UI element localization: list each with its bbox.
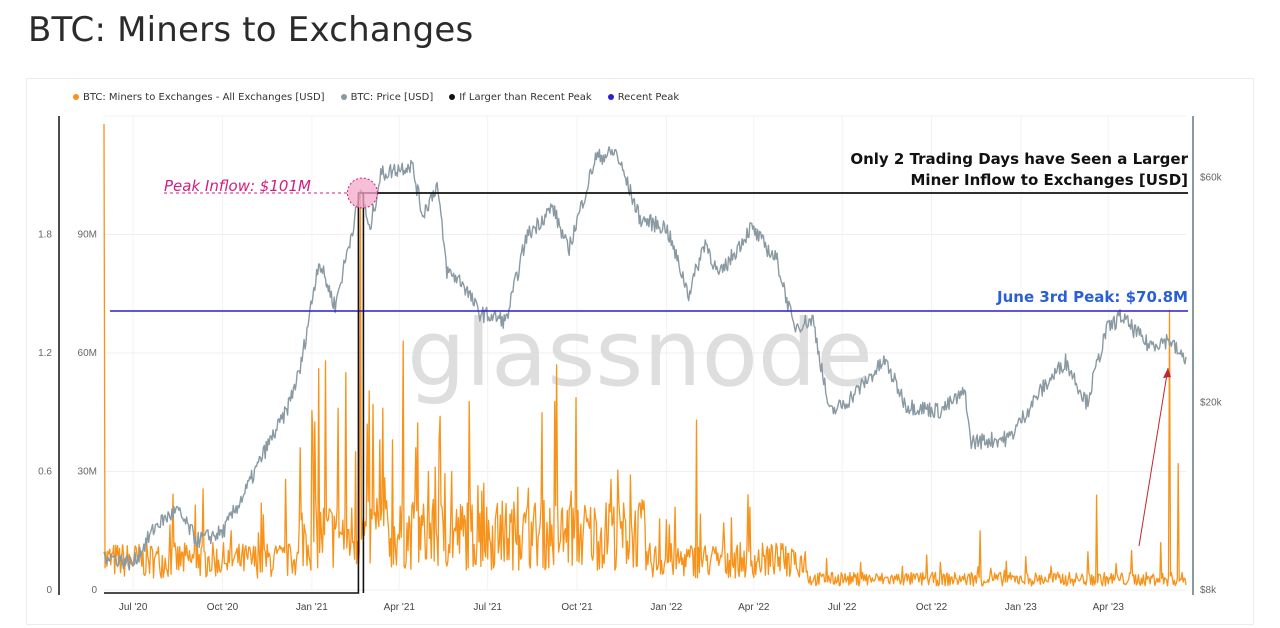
june-peak-label: June 3rd Peak: $70.8M: [996, 288, 1188, 306]
grid-lines: [104, 115, 1186, 591]
right-axis: $8k $20k $60k: [1192, 116, 1223, 596]
ratio-tick-label: 1.2: [38, 348, 52, 359]
annotation-overlays: [104, 177, 1188, 594]
usd-tick-label: 90M: [78, 230, 97, 241]
peak-inflow-label: Peak Inflow: $101M: [164, 177, 311, 195]
left-axis: 0 0.6 1.2 1.8 0 30M 60M 90M: [38, 116, 97, 596]
price-series: [103, 146, 1187, 571]
x-tick-label: Oct '21: [561, 602, 593, 613]
usd-tick-label: 60M: [78, 348, 97, 359]
usd-tick-label: 30M: [78, 467, 97, 478]
ratio-tick-label: 0.6: [38, 467, 52, 478]
legend-dot-grey-icon: [340, 94, 347, 100]
legend-dot-black-icon: [449, 94, 456, 100]
legend-label: Recent Peak: [617, 91, 680, 103]
chart-legend: BTC: Miners to Exchanges - All Exchanges…: [73, 90, 679, 104]
x-tick-label: Apr '23: [1093, 602, 1125, 613]
x-tick-label: Jul '22: [828, 602, 857, 613]
june-peak-arrowhead-icon: [1163, 368, 1171, 378]
x-tick-label: Jan '21: [296, 602, 328, 613]
price-tick-label: $60k: [1200, 173, 1223, 184]
ratio-tick-label: 0: [46, 585, 52, 596]
ratio-tick-label: 1.8: [38, 230, 52, 241]
legend-item-price[interactable]: BTC: Price [USD]: [340, 90, 434, 104]
legend-item-larger-than-peak[interactable]: If Larger than Recent Peak: [449, 90, 592, 104]
price-tick-label: $8k: [1200, 585, 1217, 596]
x-axis: Jul '20 Oct '20 Jan '21 Apr '21 Jul '21 Oct '…: [119, 602, 1125, 613]
watermark-text: glassnode: [407, 300, 873, 407]
page-title: BTC: Miners to Exchanges: [28, 10, 474, 50]
headline-line-2: Miner Inflow to Exchanges [USD]: [911, 171, 1189, 189]
legend-dot-orange-icon: [73, 94, 79, 100]
x-tick-label: Jan '23: [1005, 602, 1037, 613]
legend-item-recent-peak[interactable]: Recent Peak: [607, 90, 680, 104]
price-line: [103, 146, 1187, 571]
x-tick-label: Oct '20: [207, 602, 239, 613]
legend-label: BTC: Miners to Exchanges - All Exchanges…: [83, 91, 325, 103]
legend-label: BTC: Price [USD]: [350, 91, 434, 103]
x-tick-label: Jul '20: [119, 602, 148, 613]
x-tick-label: Jul '21: [473, 602, 502, 613]
price-tick-label: $20k: [1200, 397, 1223, 408]
annotation-labels: Peak Inflow: $101M Only 2 Trading Days h…: [164, 150, 1189, 306]
headline-line-1: Only 2 Trading Days have Seen a Larger: [850, 150, 1188, 168]
legend-item-miners-to-exchanges[interactable]: BTC: Miners to Exchanges - All Exchanges…: [73, 90, 325, 104]
x-tick-label: Jan '22: [650, 602, 682, 613]
x-tick-label: Apr '22: [738, 602, 770, 613]
peak-circle-marker: [346, 177, 378, 209]
x-tick-label: Oct '22: [916, 602, 948, 613]
usd-tick-label: 0: [91, 585, 97, 596]
legend-dot-blue-icon: [607, 94, 614, 100]
x-tick-label: Apr '21: [384, 602, 416, 613]
legend-label: If Larger than Recent Peak: [459, 91, 592, 103]
miners-inflow-series: [103, 123, 1187, 587]
june-peak-arrow: [1138, 367, 1169, 547]
miners-inflow-line: [103, 123, 1187, 587]
